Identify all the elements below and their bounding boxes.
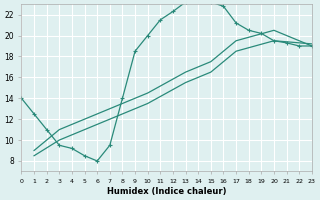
X-axis label: Humidex (Indice chaleur): Humidex (Indice chaleur) <box>107 187 226 196</box>
